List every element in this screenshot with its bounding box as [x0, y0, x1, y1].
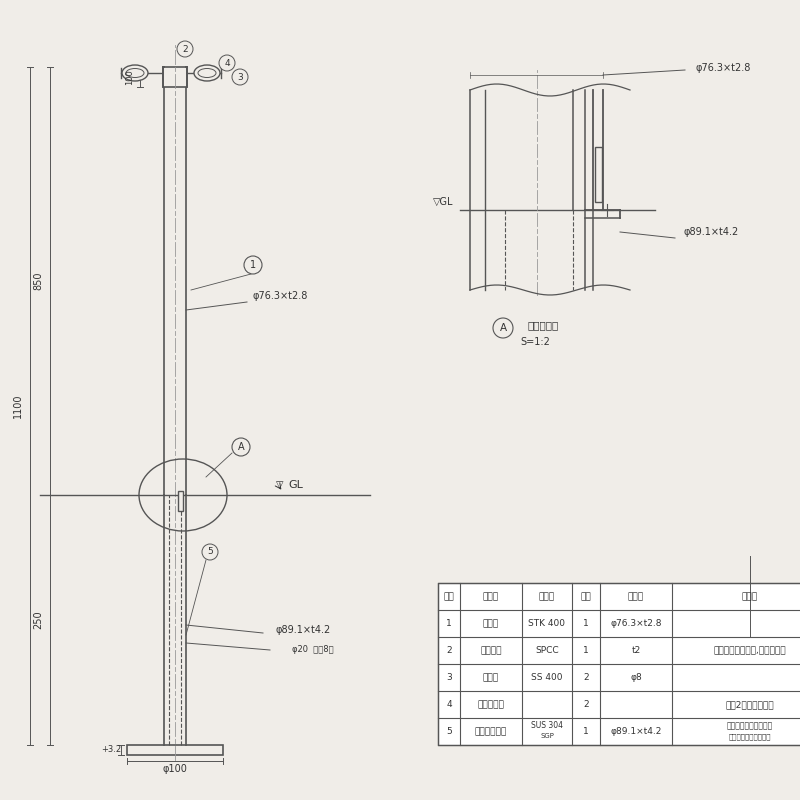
Circle shape	[493, 318, 513, 338]
Circle shape	[219, 55, 235, 71]
Circle shape	[232, 438, 250, 456]
Circle shape	[202, 544, 218, 560]
Bar	[438, 583, 800, 745]
Text: 材　質: 材 質	[539, 592, 555, 601]
Ellipse shape	[198, 69, 216, 78]
Circle shape	[244, 256, 262, 274]
Text: フランジ　ステンレス: フランジ ステンレス	[726, 721, 773, 730]
Text: φ100: φ100	[162, 764, 187, 774]
Text: 番号: 番号	[444, 592, 454, 601]
Text: 3: 3	[237, 73, 243, 82]
Text: 250: 250	[33, 610, 43, 630]
Text: SGP: SGP	[540, 734, 554, 739]
Circle shape	[232, 69, 248, 85]
Text: 4: 4	[224, 58, 230, 67]
Text: φ76.3×t2.8: φ76.3×t2.8	[610, 619, 662, 628]
Text: 1: 1	[583, 619, 589, 628]
Text: φ89.1×t4.2: φ89.1×t4.2	[610, 727, 662, 736]
Text: 2: 2	[182, 45, 188, 54]
Bar	[127, 745, 223, 755]
Bar	[163, 67, 187, 87]
Text: 1100: 1100	[13, 394, 23, 418]
Text: φ8: φ8	[630, 673, 642, 682]
Text: フタ付き竹管: フタ付き竹管	[475, 727, 507, 736]
Text: +3.2: +3.2	[101, 746, 121, 754]
Text: S=1:2: S=1:2	[520, 337, 550, 347]
Text: SPCC: SPCC	[535, 646, 559, 655]
Text: φ89.1×t4.2: φ89.1×t4.2	[275, 625, 330, 635]
Text: 住名シール: 住名シール	[478, 700, 505, 709]
Text: φ76.3×t2.8: φ76.3×t2.8	[695, 63, 750, 73]
Ellipse shape	[194, 65, 220, 81]
Text: 個数: 個数	[581, 592, 591, 601]
Text: 1: 1	[583, 727, 589, 736]
Circle shape	[177, 41, 193, 57]
Text: GL: GL	[288, 480, 303, 490]
Text: キャップ: キャップ	[480, 646, 502, 655]
Text: 2: 2	[446, 646, 452, 655]
Text: フック: フック	[483, 673, 499, 682]
Ellipse shape	[122, 65, 148, 81]
Text: φ20  木栓8本: φ20 木栓8本	[292, 646, 334, 654]
Text: 1: 1	[446, 619, 452, 628]
Text: 3: 3	[446, 673, 452, 682]
Text: 部　詳細図: 部 詳細図	[527, 320, 558, 330]
Text: SS 400: SS 400	[531, 673, 562, 682]
Text: ▽GL: ▽GL	[433, 197, 453, 207]
Text: 5: 5	[207, 547, 213, 557]
Text: 2: 2	[583, 673, 589, 682]
Text: 表裏2箇所貼り付け: 表裏2箇所貼り付け	[725, 700, 774, 709]
Text: φ89.1×t4.2: φ89.1×t4.2	[683, 227, 738, 237]
Text: 4: 4	[446, 700, 452, 709]
Text: ▽: ▽	[276, 480, 284, 490]
Text: 規　格: 規 格	[628, 592, 644, 601]
Text: A: A	[499, 323, 506, 333]
Text: 1: 1	[583, 646, 589, 655]
Text: 5: 5	[446, 727, 452, 736]
Text: 支　柱: 支 柱	[483, 619, 499, 628]
Text: 備　考: 備 考	[742, 592, 758, 601]
Text: 電気亜鉛めっき後,焼付け塗装: 電気亜鉛めっき後,焼付け塗装	[713, 646, 786, 655]
Text: 品　名: 品 名	[483, 592, 499, 601]
Bar	[595, 147, 602, 202]
Text: 1: 1	[250, 260, 256, 270]
Text: SUS 304: SUS 304	[531, 721, 563, 730]
Bar	[178, 491, 183, 511]
Text: STK 400: STK 400	[529, 619, 566, 628]
Text: A: A	[238, 442, 244, 452]
Text: ケース　海塩化主鎖め: ケース 海塩化主鎖め	[728, 733, 770, 740]
Text: 100: 100	[126, 69, 134, 85]
Text: φ76.3×t2.8: φ76.3×t2.8	[252, 291, 308, 301]
Text: 2: 2	[583, 700, 589, 709]
Ellipse shape	[126, 69, 144, 78]
Text: 850: 850	[33, 272, 43, 290]
Text: t2: t2	[631, 646, 641, 655]
